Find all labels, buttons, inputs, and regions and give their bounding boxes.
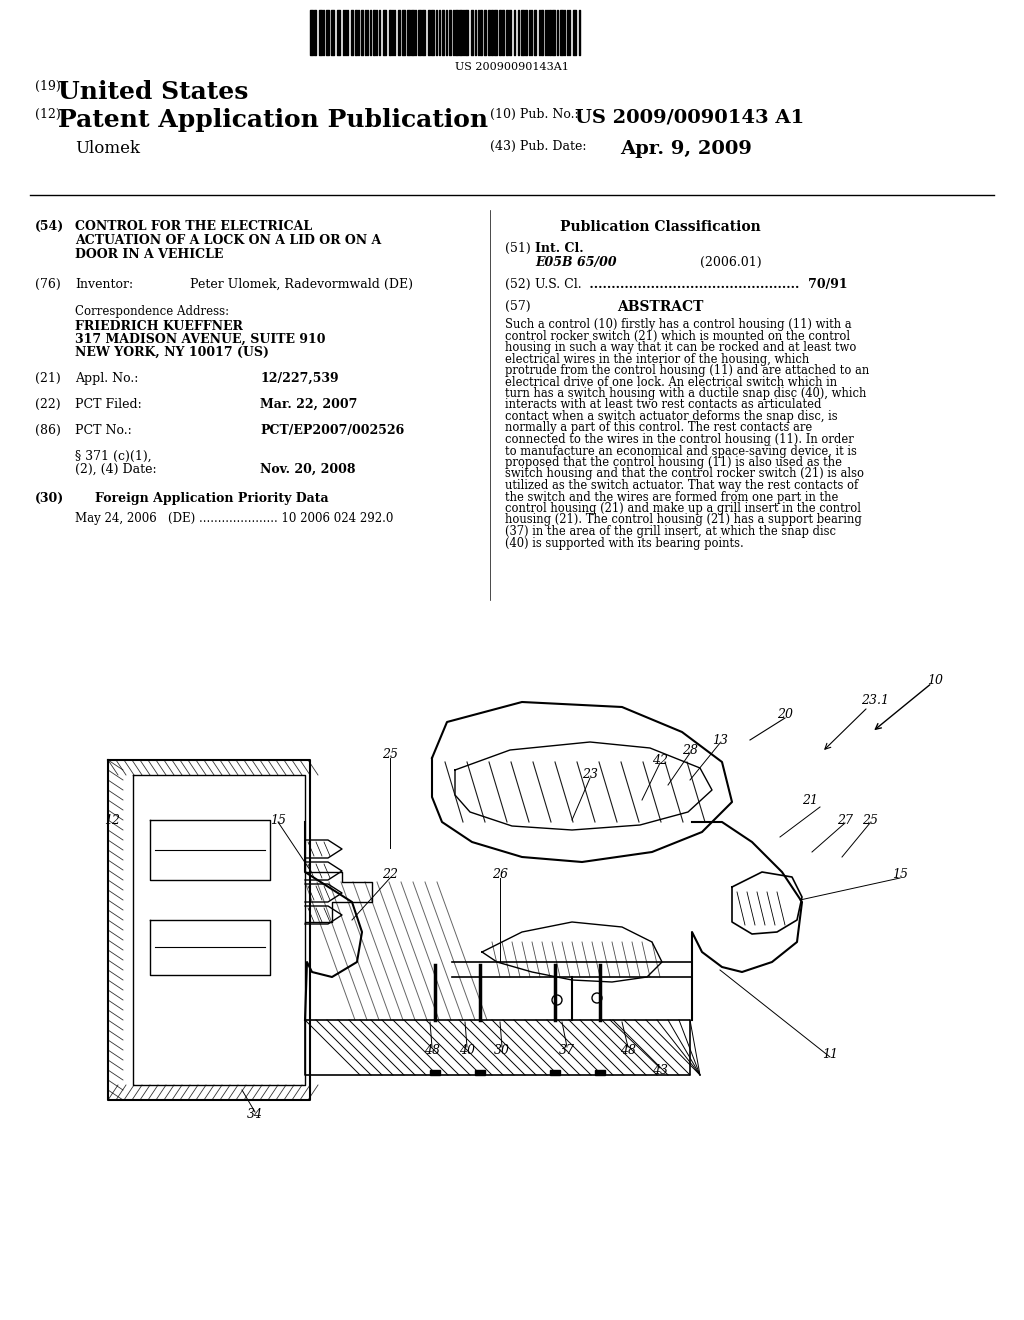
Text: 40: 40 (459, 1044, 475, 1056)
Text: May 24, 2006   (DE) ..................... 10 2006 024 292.0: May 24, 2006 (DE) ..................... … (75, 512, 393, 525)
Text: Ulomek: Ulomek (75, 140, 140, 157)
Text: ................................................  70/91: ........................................… (585, 279, 848, 290)
Text: 48: 48 (620, 1044, 636, 1056)
Text: US 2009/0090143 A1: US 2009/0090143 A1 (575, 108, 804, 125)
Text: ACTUATION OF A LOCK ON A LID OR ON A: ACTUATION OF A LOCK ON A LID OR ON A (75, 234, 381, 247)
Polygon shape (595, 1071, 605, 1074)
Text: FRIEDRICH KUEFFNER: FRIEDRICH KUEFFNER (75, 319, 243, 333)
Text: housing in such a way that it can be rocked and at least two: housing in such a way that it can be roc… (505, 341, 856, 354)
Text: 12/227,539: 12/227,539 (260, 372, 339, 385)
Text: protrude from the control housing (11) and are attached to an: protrude from the control housing (11) a… (505, 364, 869, 378)
Text: 28: 28 (682, 743, 698, 756)
Text: (52): (52) (505, 279, 530, 290)
Text: (30): (30) (35, 492, 65, 506)
Text: (40) is supported with its bearing points.: (40) is supported with its bearing point… (505, 536, 743, 549)
Text: (57): (57) (505, 300, 530, 313)
Text: Patent Application Publication: Patent Application Publication (58, 108, 488, 132)
Text: PCT Filed:: PCT Filed: (75, 399, 141, 411)
Text: switch housing and that the control rocker switch (21) is also: switch housing and that the control rock… (505, 467, 864, 480)
Text: 21: 21 (802, 793, 818, 807)
Text: the switch and the wires are formed from one part in the: the switch and the wires are formed from… (505, 491, 839, 503)
Text: (51): (51) (505, 242, 530, 255)
Text: 42: 42 (652, 754, 668, 767)
Polygon shape (550, 1071, 560, 1074)
Text: (54): (54) (35, 220, 65, 234)
Text: Appl. No.:: Appl. No.: (75, 372, 138, 385)
Text: proposed that the control housing (11) is also used as the: proposed that the control housing (11) i… (505, 455, 842, 469)
Text: Inventor:: Inventor: (75, 279, 133, 290)
Text: contact when a switch actuator deforms the snap disc, is: contact when a switch actuator deforms t… (505, 411, 838, 422)
Text: control housing (21) and make up a grill insert in the control: control housing (21) and make up a grill… (505, 502, 861, 515)
Text: (10) Pub. No.:: (10) Pub. No.: (490, 108, 579, 121)
Text: (76): (76) (35, 279, 60, 290)
Text: US 20090090143A1: US 20090090143A1 (455, 62, 569, 73)
Text: CONTROL FOR THE ELECTRICAL: CONTROL FOR THE ELECTRICAL (75, 220, 312, 234)
Text: (2), (4) Date:: (2), (4) Date: (75, 463, 157, 477)
Text: Correspondence Address:: Correspondence Address: (75, 305, 229, 318)
Polygon shape (475, 1071, 485, 1074)
Text: (2006.01): (2006.01) (700, 256, 762, 269)
Text: U.S. Cl.: U.S. Cl. (535, 279, 582, 290)
Text: electrical wires in the interior of the housing, which: electrical wires in the interior of the … (505, 352, 809, 366)
Text: turn has a switch housing with a ductile snap disc (40), which: turn has a switch housing with a ductile… (505, 387, 866, 400)
Text: 23: 23 (582, 768, 598, 781)
Text: normally a part of this control. The rest contacts are: normally a part of this control. The res… (505, 421, 812, 434)
Text: Int. Cl.: Int. Cl. (535, 242, 584, 255)
Text: United States: United States (58, 81, 249, 104)
Text: Mar. 22, 2007: Mar. 22, 2007 (260, 399, 357, 411)
Text: 317 MADISON AVENUE, SUITE 910: 317 MADISON AVENUE, SUITE 910 (75, 333, 326, 346)
Text: 30: 30 (494, 1044, 510, 1056)
Text: (22): (22) (35, 399, 60, 411)
Text: 25: 25 (382, 748, 398, 762)
Text: 13: 13 (712, 734, 728, 747)
Text: 43: 43 (652, 1064, 668, 1077)
Text: PCT/EP2007/002526: PCT/EP2007/002526 (260, 424, 404, 437)
Text: 37: 37 (559, 1044, 575, 1056)
Text: (43) Pub. Date:: (43) Pub. Date: (490, 140, 587, 153)
Text: 27: 27 (837, 813, 853, 826)
Text: housing (21). The control housing (21) has a support bearing: housing (21). The control housing (21) h… (505, 513, 862, 527)
Text: § 371 (c)(1),: § 371 (c)(1), (75, 450, 152, 463)
Text: 48: 48 (424, 1044, 440, 1056)
Text: NEW YORK, NY 10017 (US): NEW YORK, NY 10017 (US) (75, 346, 269, 359)
Text: interacts with at least two rest contacts as articulated: interacts with at least two rest contact… (505, 399, 821, 412)
Text: PCT No.:: PCT No.: (75, 424, 132, 437)
Text: (12): (12) (35, 108, 60, 121)
Text: 15: 15 (270, 813, 286, 826)
Text: DOOR IN A VEHICLE: DOOR IN A VEHICLE (75, 248, 223, 261)
Text: electrical drive of one lock. An electrical switch which in: electrical drive of one lock. An electri… (505, 375, 838, 388)
Text: (21): (21) (35, 372, 60, 385)
Text: 34: 34 (247, 1109, 263, 1122)
Text: (37) in the area of the grill insert, at which the snap disc: (37) in the area of the grill insert, at… (505, 525, 836, 539)
Text: Nov. 20, 2008: Nov. 20, 2008 (260, 463, 355, 477)
Text: ABSTRACT: ABSTRACT (616, 300, 703, 314)
Text: connected to the wires in the control housing (11). In order: connected to the wires in the control ho… (505, 433, 854, 446)
Text: Peter Ulomek, Radevormwald (DE): Peter Ulomek, Radevormwald (DE) (190, 279, 413, 290)
Text: 25: 25 (862, 813, 878, 826)
Polygon shape (430, 1071, 440, 1074)
Text: 10: 10 (927, 673, 943, 686)
Text: 20: 20 (777, 709, 793, 722)
Text: utilized as the switch actuator. That way the rest contacts of: utilized as the switch actuator. That wa… (505, 479, 858, 492)
Text: E05B 65/00: E05B 65/00 (535, 256, 616, 269)
Text: control rocker switch (21) which is mounted on the control: control rocker switch (21) which is moun… (505, 330, 850, 342)
Text: 22: 22 (382, 869, 398, 882)
Text: to manufacture an economical and space-saving device, it is: to manufacture an economical and space-s… (505, 445, 857, 458)
Text: 12: 12 (104, 813, 120, 826)
Text: (19): (19) (35, 81, 60, 92)
Text: 23.1: 23.1 (861, 693, 889, 706)
Text: 15: 15 (892, 869, 908, 882)
Text: 11: 11 (822, 1048, 838, 1061)
Text: Such a control (10) firstly has a control housing (11) with a: Such a control (10) firstly has a contro… (505, 318, 852, 331)
Text: Publication Classification: Publication Classification (560, 220, 761, 234)
Text: (86): (86) (35, 424, 60, 437)
Text: Apr. 9, 2009: Apr. 9, 2009 (620, 140, 752, 158)
Text: 26: 26 (492, 869, 508, 882)
Text: Foreign Application Priority Data: Foreign Application Priority Data (95, 492, 329, 506)
